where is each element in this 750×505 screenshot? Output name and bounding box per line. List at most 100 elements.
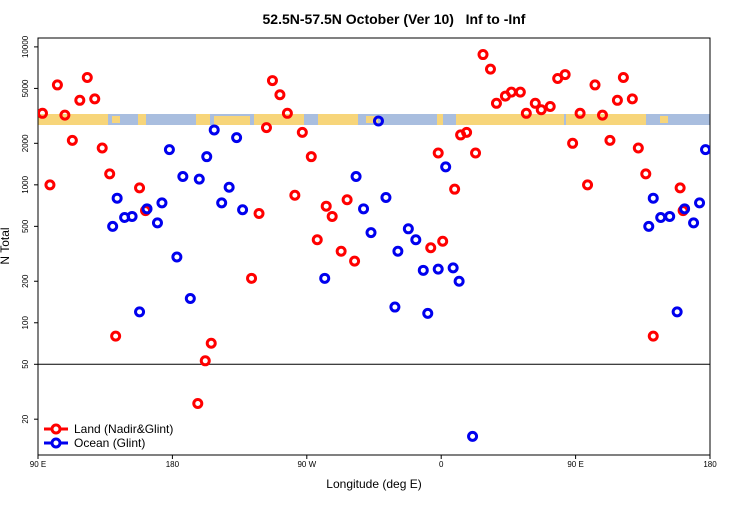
point	[700, 144, 710, 156]
point	[664, 210, 676, 222]
legend-label: Land (Nadir&Glint)	[74, 422, 173, 436]
point	[582, 179, 594, 191]
point	[425, 242, 437, 254]
point	[274, 89, 286, 101]
point	[107, 220, 119, 232]
legend-marker	[50, 423, 62, 435]
y-axis-label: N Total	[0, 227, 12, 264]
point	[260, 122, 272, 134]
point	[44, 179, 56, 191]
y-tick-label: 2000	[21, 134, 30, 152]
point	[514, 86, 526, 98]
point	[647, 330, 659, 342]
point	[326, 210, 338, 222]
y-tick-label: 10000	[21, 35, 30, 58]
point	[341, 194, 353, 206]
y-tick-label: 200	[21, 274, 30, 288]
point	[410, 234, 422, 246]
point	[311, 234, 323, 246]
point	[604, 134, 616, 146]
point	[216, 197, 228, 209]
point	[151, 217, 163, 229]
point	[655, 211, 667, 223]
x-axis-label: Longitude (deg E)	[326, 477, 421, 491]
point	[453, 275, 465, 287]
point	[679, 203, 691, 215]
point	[305, 151, 317, 163]
y-tick-label: 500	[21, 219, 30, 233]
point	[177, 170, 189, 182]
point	[647, 192, 659, 204]
point	[74, 94, 86, 106]
point	[134, 306, 146, 318]
plot-points	[38, 49, 710, 442]
point	[640, 168, 652, 180]
point	[470, 147, 482, 159]
point	[520, 107, 532, 119]
point	[671, 306, 683, 318]
point	[461, 126, 473, 138]
point	[38, 107, 48, 119]
point	[544, 100, 556, 112]
point	[349, 255, 361, 267]
point	[171, 251, 183, 263]
point	[201, 151, 213, 163]
point	[437, 235, 449, 247]
point	[365, 227, 377, 239]
point	[110, 330, 122, 342]
point	[447, 262, 459, 274]
point	[694, 197, 706, 209]
legend-marker	[50, 437, 62, 449]
x-tick-label: 180	[166, 460, 180, 469]
point	[358, 203, 370, 215]
point	[484, 63, 496, 75]
y-tick-label: 1000	[21, 175, 30, 193]
point	[432, 263, 444, 275]
point	[674, 182, 686, 194]
point	[559, 69, 571, 81]
point	[432, 147, 444, 159]
x-tick-label: 90 W	[297, 460, 316, 469]
point	[141, 203, 153, 215]
point	[596, 109, 608, 121]
point	[96, 142, 108, 154]
y-tick-label: 5000	[21, 79, 30, 97]
y-tick-label: 100	[21, 316, 30, 330]
point	[643, 220, 655, 232]
point	[59, 109, 71, 121]
legend-label: Ocean (Glint)	[74, 436, 145, 450]
point	[449, 183, 461, 195]
point	[392, 245, 404, 257]
point	[51, 79, 63, 91]
point	[281, 107, 293, 119]
point	[505, 86, 517, 98]
point	[440, 161, 452, 173]
y-tick-label: 20	[21, 414, 30, 423]
point	[417, 264, 429, 276]
x-tick-label: 90 E	[30, 460, 46, 469]
point	[134, 182, 146, 194]
point	[567, 137, 579, 149]
point	[477, 49, 489, 61]
point	[208, 124, 220, 136]
point	[335, 245, 347, 257]
point	[611, 94, 623, 106]
point	[111, 192, 123, 204]
point	[380, 191, 392, 203]
point	[319, 272, 331, 284]
point	[66, 134, 78, 146]
x-tick-label: 180	[703, 460, 717, 469]
point	[467, 430, 479, 442]
point	[253, 207, 265, 219]
point	[350, 170, 362, 182]
point	[237, 204, 249, 216]
x-tick-label: 90 E	[567, 460, 583, 469]
x-tick-label: 0	[439, 460, 444, 469]
point	[163, 144, 175, 156]
point	[193, 173, 205, 185]
point	[126, 210, 138, 222]
point	[296, 126, 308, 138]
point	[223, 181, 235, 193]
point	[535, 104, 547, 116]
